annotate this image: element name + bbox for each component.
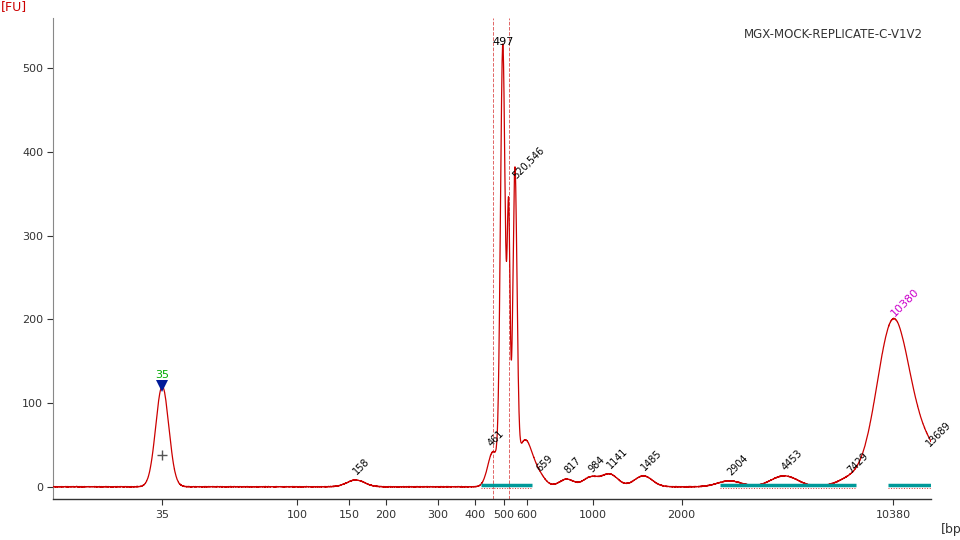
Text: 817: 817 — [563, 456, 583, 476]
Text: 13689: 13689 — [924, 420, 953, 448]
Text: 10380: 10380 — [889, 287, 921, 319]
Text: MGX-MOCK-REPLICATE-C-V1V2: MGX-MOCK-REPLICATE-C-V1V2 — [744, 28, 923, 40]
Text: 497: 497 — [492, 37, 514, 46]
Y-axis label: [FU]: [FU] — [1, 1, 27, 14]
Text: 1485: 1485 — [639, 448, 663, 472]
Text: 520,546: 520,546 — [511, 145, 546, 180]
Text: 461: 461 — [486, 428, 506, 448]
Text: 35: 35 — [156, 369, 169, 380]
Text: 1141: 1141 — [606, 447, 630, 471]
Text: 7429: 7429 — [846, 451, 871, 476]
Text: 4453: 4453 — [780, 448, 804, 472]
Text: 2904: 2904 — [726, 453, 750, 477]
X-axis label: [bp]: [bp] — [941, 523, 960, 536]
Text: 158: 158 — [351, 456, 372, 477]
Text: 984: 984 — [587, 454, 607, 474]
Text: 659: 659 — [535, 453, 555, 474]
